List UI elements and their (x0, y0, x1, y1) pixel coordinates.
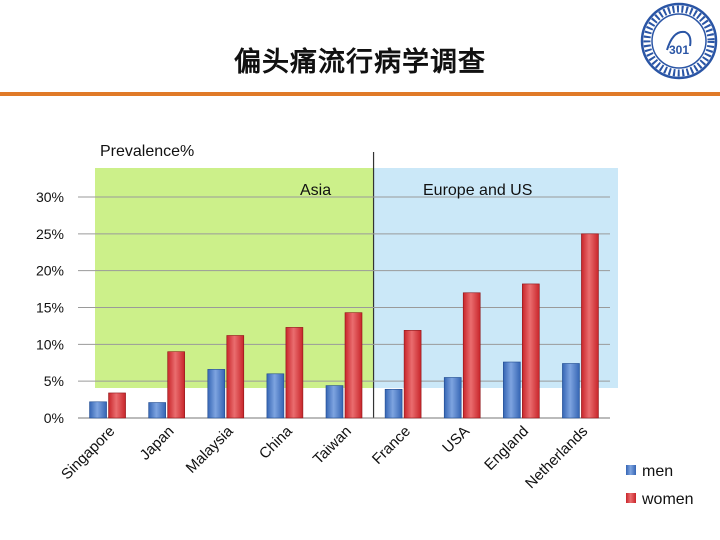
women-bar-taiwan (344, 312, 363, 419)
y-axis-label: Prevalence% (100, 143, 194, 160)
men-bar-taiwan (325, 385, 344, 419)
women-bar-japan (167, 351, 185, 419)
bar-group (89, 233, 599, 419)
x-tick-label: Japan (137, 423, 178, 464)
y-tick-label: 25% (36, 226, 64, 242)
x-tick-label: France (369, 423, 414, 468)
women-bar-france (403, 330, 422, 419)
men-bar-japan (148, 402, 166, 419)
legend-label-women: women (641, 491, 694, 508)
legend-swatch-men (626, 465, 636, 475)
men-bar-france (384, 388, 403, 419)
legend-swatch-women (626, 493, 636, 503)
europe-region-label: Europe and US (423, 182, 532, 199)
men-bar-usa (443, 377, 462, 419)
women-bar-netherlands (581, 233, 599, 419)
slide-title: 偏头痛流行病学调查 (234, 47, 486, 78)
institution-seal-icon: 301 (640, 2, 718, 80)
asia-region-label: Asia (300, 182, 331, 199)
seal-number: 301 (669, 43, 689, 57)
women-bar-england (522, 283, 540, 419)
y-tick-label: 10% (36, 336, 64, 352)
x-tick-label: Netherlands (522, 423, 591, 492)
x-tick-label: Singapore (58, 423, 118, 483)
gridlines (78, 196, 610, 419)
y-tick-label: 5% (44, 373, 64, 389)
y-tick-label: 30% (36, 189, 64, 205)
legend-label-men: men (642, 463, 673, 480)
women-bar-china (285, 327, 304, 419)
legend: men women (626, 463, 694, 508)
title-divider (0, 92, 720, 96)
men-bar-netherlands (562, 363, 580, 419)
y-tick-label: 20% (36, 263, 64, 279)
x-tick-label: England (481, 423, 532, 474)
women-bar-singapore (108, 392, 126, 419)
y-tick-label: 0% (44, 410, 64, 426)
x-tick-label: USA (439, 423, 473, 457)
x-tick-label: Malaysia (183, 422, 237, 476)
x-tick-label: China (256, 422, 296, 462)
x-tick-label: Taiwan (310, 423, 355, 468)
men-bar-singapore (89, 401, 107, 419)
men-bar-malaysia (207, 369, 226, 419)
y-tick-label: 15% (36, 300, 64, 316)
men-bar-england (503, 361, 521, 419)
women-bar-usa (462, 292, 481, 419)
women-bar-malaysia (226, 335, 245, 419)
men-bar-china (266, 373, 285, 419)
